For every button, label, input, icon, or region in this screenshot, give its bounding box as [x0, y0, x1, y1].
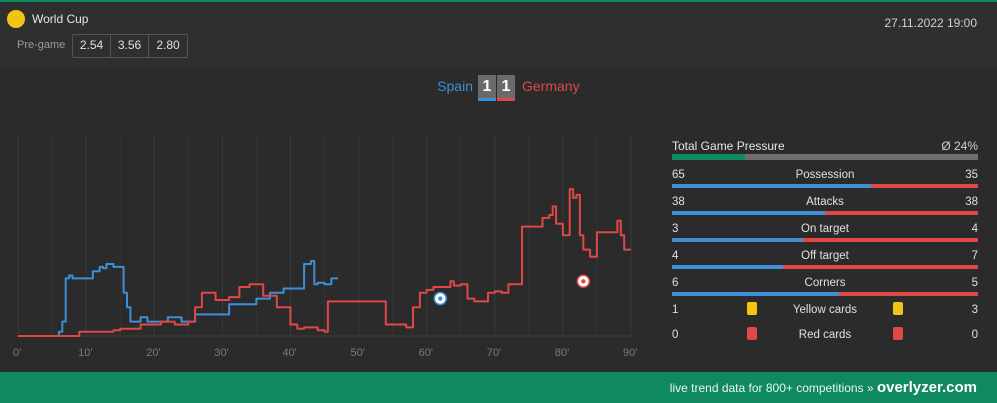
stat-bar-home: [672, 292, 839, 296]
scoreboard: Spain 1 1 Germany: [0, 75, 997, 103]
total-pressure-row: Total Game Pressure Ø 24%: [672, 137, 978, 163]
pressure-trend-chart: 0' 10' 20' 30' 40' 50' 60' 70' 80' 90': [13, 136, 637, 359]
odd-home[interactable]: 2.54: [73, 35, 111, 57]
card-row-red-cards: 0 Red cards 0: [672, 323, 978, 348]
pressure-value: Ø 24%: [941, 139, 978, 153]
top-accent-line: [0, 0, 997, 2]
goal-ball-icon-home: [433, 291, 448, 306]
stat-bar: [672, 265, 978, 269]
stat-away-value: 7: [971, 250, 978, 262]
stat-away-value: 35: [965, 169, 978, 181]
x-tick-label: 80': [555, 347, 569, 359]
card-label: Yellow cards: [792, 304, 858, 316]
pregame-odds: 2.54 3.56 2.80: [72, 34, 188, 58]
stat-bar-home: [672, 184, 871, 188]
pressure-bar-fill: [672, 154, 746, 160]
stat-row-off-target: 4 Off target 7: [672, 244, 978, 271]
stat-bar-away: [838, 292, 978, 296]
goal-ball-icon-away: [576, 274, 591, 289]
stat-bar: [672, 238, 978, 242]
pregame-label: Pre-game: [17, 39, 66, 51]
stat-bar-home: [672, 238, 804, 242]
stat-home-value: 65: [672, 169, 685, 181]
stat-home-value: 3: [672, 223, 679, 235]
footer-brand[interactable]: overlyzer.com: [876, 379, 977, 396]
chart-series: [18, 188, 631, 337]
home-team-name: Spain: [437, 78, 473, 94]
competition-icon: [7, 10, 25, 28]
x-tick-label: 10': [78, 347, 92, 359]
competition-name: World Cup: [32, 12, 89, 26]
card-home-count: 1: [672, 304, 679, 316]
stat-bar: [672, 211, 978, 215]
goal-ball-patch: [438, 296, 443, 301]
stat-bar-away: [825, 211, 978, 215]
pressure-label: Total Game Pressure: [672, 139, 785, 153]
odd-draw[interactable]: 3.56: [111, 35, 149, 57]
goal-ball-patch: [581, 279, 586, 284]
x-tick-label: 90': [623, 347, 637, 359]
match-datetime: 27.11.2022 19:00: [884, 16, 977, 30]
series-line-away: [18, 188, 631, 337]
x-axis-ticks: 0' 10' 20' 30' 40' 50' 60' 70' 80' 90': [13, 347, 637, 359]
stat-bar-home: [672, 211, 825, 215]
stat-row-on-target: 3 On target 4: [672, 217, 978, 244]
away-team-name: Germany: [522, 78, 580, 94]
pressure-bar: [672, 154, 978, 160]
stat-bar-away: [783, 265, 978, 269]
stat-row-attacks: 38 Attacks 38: [672, 190, 978, 217]
stats-panel: Total Game Pressure Ø 24% 65 Possession 35…: [672, 137, 978, 348]
x-tick-label: 0': [13, 347, 21, 359]
card-away-count: 3: [971, 304, 978, 316]
away-score: 1: [497, 75, 515, 101]
stat-row-corners: 6 Corners 5: [672, 271, 978, 298]
odd-away[interactable]: 2.80: [156, 38, 180, 52]
x-tick-label: 60': [419, 347, 433, 359]
card-home-count: 0: [672, 329, 679, 341]
stat-home-value: 6: [672, 277, 679, 289]
card-row-yellow-cards: 1 Yellow cards 3: [672, 298, 978, 323]
stat-rows: 65 Possession 35 38 Attacks 38 3 On target 4 4 Off…: [672, 163, 978, 298]
card-away-icon: [893, 327, 903, 340]
stat-label: On target: [801, 223, 849, 235]
x-tick-label: 70': [487, 347, 501, 359]
stat-bar-home: [672, 265, 784, 269]
match-header: World Cup 27.11.2022 19:00 Pre-game 2.54…: [0, 2, 997, 66]
stat-bar-away: [870, 184, 978, 188]
stat-bar-away: [803, 238, 978, 242]
card-rows: 1 Yellow cards 3 0 Red cards 0: [672, 298, 978, 348]
x-tick-label: 50': [351, 347, 365, 359]
stat-label: Possession: [795, 169, 855, 181]
card-home-icon: [747, 327, 757, 340]
x-tick-label: 30': [214, 347, 228, 359]
goal-markers: [433, 274, 591, 306]
stat-home-value: 38: [672, 196, 685, 208]
card-away-count: 0: [971, 329, 978, 341]
stat-away-value: 5: [971, 277, 978, 289]
stat-row-possession: 65 Possession 35: [672, 163, 978, 190]
stat-home-value: 4: [672, 250, 679, 262]
footer-tagline: live trend data for 800+ competitions »: [669, 381, 874, 395]
stat-bar: [672, 184, 978, 188]
x-tick-label: 20': [146, 347, 160, 359]
x-tick-label: 40': [282, 347, 296, 359]
stat-bar: [672, 292, 978, 296]
stat-label: Off target: [801, 250, 849, 262]
chart-grid: [17, 136, 632, 337]
card-label: Red cards: [798, 329, 852, 341]
footer-banner[interactable]: live trend data for 800+ competitions » …: [0, 372, 997, 403]
card-home-icon: [747, 302, 757, 315]
stat-label: Attacks: [806, 196, 844, 208]
stat-label: Corners: [804, 277, 846, 289]
home-score: 1: [478, 75, 496, 101]
stat-away-value: 4: [971, 223, 978, 235]
stat-away-value: 38: [965, 196, 978, 208]
card-away-icon: [893, 302, 903, 315]
footer-text[interactable]: live trend data for 800+ competitions » …: [670, 379, 977, 396]
